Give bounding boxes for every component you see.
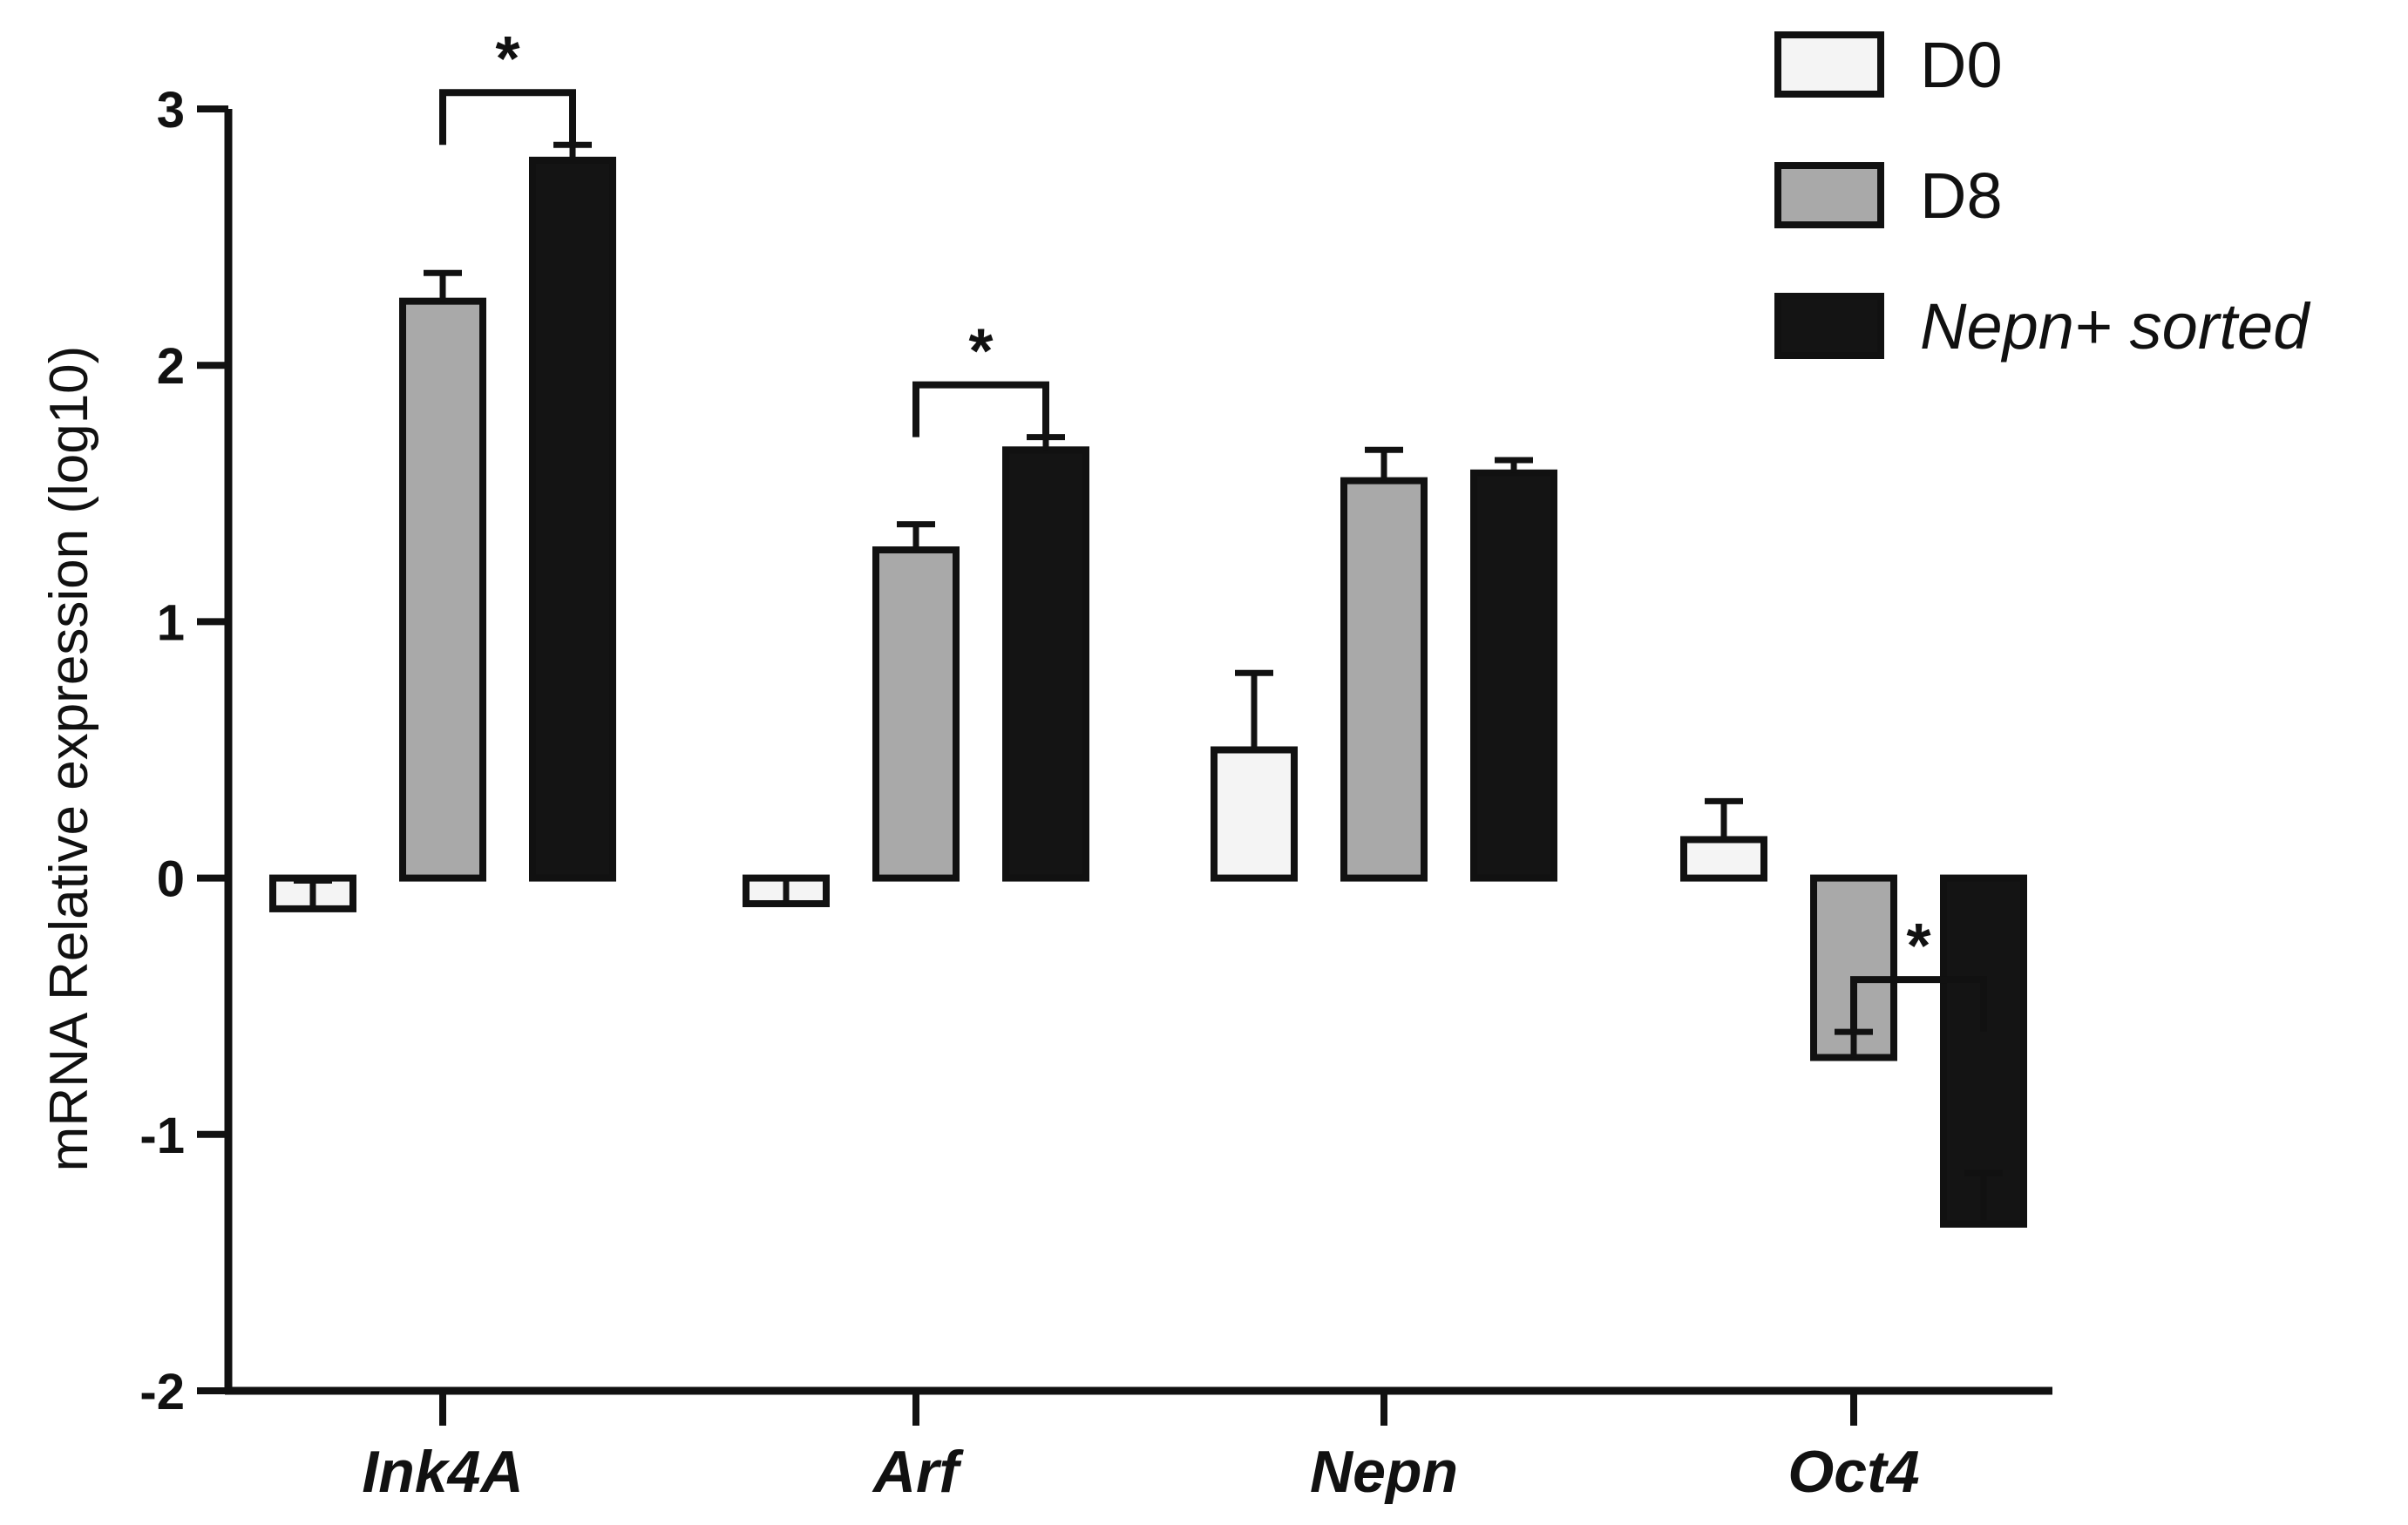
bar (872, 546, 960, 882)
legend: D0 D8 Nepn+ sorted (1774, 29, 2311, 363)
bracket-line (912, 381, 1049, 437)
x-tick-label: Nepn (1310, 1439, 1458, 1505)
significance-bracket: * (912, 317, 1049, 437)
bar (1002, 446, 1089, 882)
y-tick-label: -2 (139, 1364, 185, 1420)
y-tick-label: -1 (139, 1108, 185, 1164)
legend-item: Nepn+ sorted (1774, 290, 2311, 363)
x-tick-label: Ink4A (362, 1439, 523, 1505)
significance-star: * (968, 317, 993, 387)
bar (529, 156, 616, 882)
legend-label: Nepn+ sorted (1920, 290, 2311, 363)
bar (1340, 477, 1428, 882)
bar (1940, 874, 2027, 1228)
x-tick-label: Arf (872, 1439, 965, 1505)
bar (1470, 469, 1557, 882)
y-tick-label: 0 (157, 851, 185, 908)
bar (1680, 836, 1767, 882)
x-tick-label: Oct4 (1787, 1439, 1919, 1505)
bars-layer (269, 156, 2027, 1228)
significance-star: * (1906, 912, 1930, 981)
significance-layer: * * * (439, 24, 1987, 1033)
legend-swatch (1774, 293, 1884, 359)
y-tick-label: 2 (157, 338, 185, 395)
y-tick-label: 1 (157, 594, 185, 651)
legend-item: D8 (1774, 159, 2003, 232)
legend-swatch (1774, 31, 1884, 98)
legend-label: D8 (1920, 159, 2003, 232)
y-tick-label: 3 (157, 82, 185, 139)
legend-item: D0 (1774, 29, 2003, 101)
legend-label: D0 (1920, 29, 2003, 101)
bar (1211, 746, 1298, 882)
bar (399, 297, 486, 882)
significance-bracket: * (439, 24, 576, 146)
bracket-line (1850, 976, 1987, 1033)
bracket-line (439, 89, 576, 146)
y-axis-title: mRNA Relative expression (log10) (39, 346, 99, 1172)
significance-star: * (495, 24, 519, 94)
legend-swatch (1774, 162, 1884, 228)
chart-axes: -2 -1 0 1 2 3 mRNA Relative expression (log10)… (39, 82, 2052, 1505)
significance-bracket: * (1850, 912, 1987, 1033)
